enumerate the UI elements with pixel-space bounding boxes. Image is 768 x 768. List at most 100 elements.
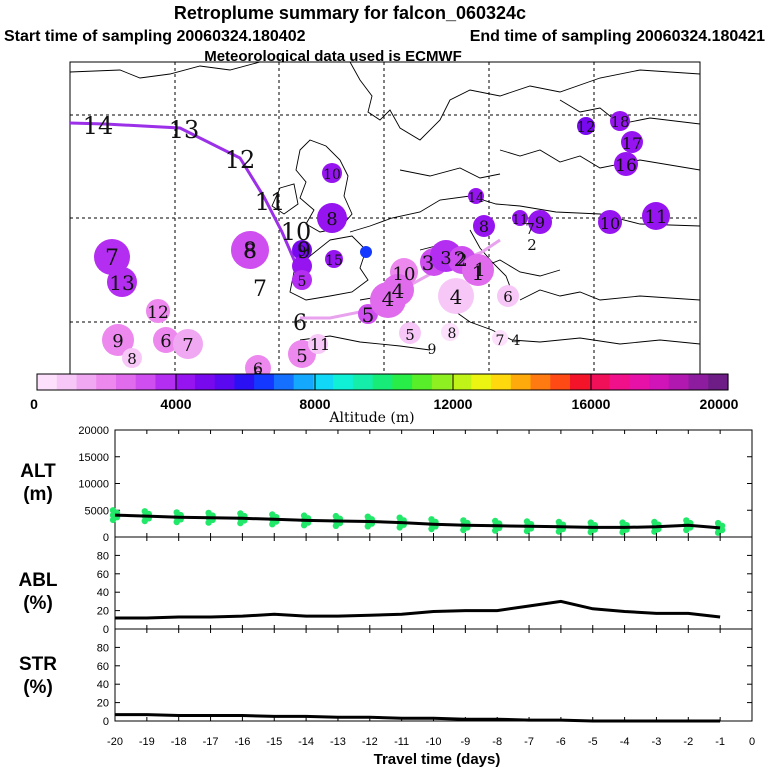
day-label: 5 xyxy=(362,303,375,327)
x-tick-label: -12 xyxy=(362,736,378,748)
abl-panel: ABL (%) 0 20 40 60 80 xyxy=(18,536,753,636)
day-label: 7 xyxy=(253,277,267,302)
day-label: 2 xyxy=(454,247,467,271)
alt-point xyxy=(269,511,276,518)
x-axis-ticks: -20 -19 -18 -17 -16 -15 -14 -13 -12 -11 -10 -9 -8 -7-… xyxy=(107,430,755,748)
x-tick-label: -2 xyxy=(683,736,693,748)
y-tick-label: 20000 xyxy=(78,425,109,437)
altitude-colorbar: 0 4000 8000 12000 16000 20000 Altitude (… xyxy=(30,373,739,426)
alt-point xyxy=(428,516,435,523)
str-line xyxy=(115,713,721,723)
colorbar-cell xyxy=(510,374,532,390)
colorbar-cell xyxy=(194,374,216,390)
colorbar-cell xyxy=(491,374,512,390)
abl-y-ticks: 0 20 40 60 80 xyxy=(97,550,752,636)
day-label: 13 xyxy=(169,116,200,144)
plume-cluster xyxy=(173,329,203,359)
colorbar-cells xyxy=(37,374,729,390)
colorbar-cell xyxy=(37,374,58,390)
cluster-label: 8 xyxy=(479,217,489,236)
alt-point xyxy=(619,519,626,526)
cluster-label: 7 xyxy=(182,335,193,356)
y-tick-label: 0 xyxy=(103,532,109,544)
abl-panel-frame xyxy=(114,536,753,630)
colorbar-title: Altitude (m) xyxy=(328,410,414,426)
cluster-label: 8 xyxy=(244,239,257,263)
cluster-label: 11 xyxy=(645,207,668,228)
plume-cluster xyxy=(360,246,372,258)
alt-point xyxy=(173,509,180,516)
alt-point xyxy=(651,518,658,526)
plume-cluster xyxy=(528,210,552,234)
plume-clusters xyxy=(94,111,670,381)
x-tick-label: -14 xyxy=(298,736,314,748)
plume-cluster xyxy=(292,256,312,276)
day-label: 10 xyxy=(281,218,312,246)
colorbar-cell xyxy=(431,374,453,390)
y-tick-label: 80 xyxy=(97,550,109,562)
cluster-label: 6 xyxy=(253,359,263,378)
y-tick-label: 0 xyxy=(103,716,109,728)
y-tick-label: 40 xyxy=(97,679,109,691)
colorbar-cell xyxy=(589,374,611,390)
plume-cluster xyxy=(122,348,142,368)
cluster-label: 8 xyxy=(127,350,137,368)
cluster-label: 9 xyxy=(535,213,545,232)
day-label: 9 xyxy=(297,239,311,264)
colorbar-tick-label: 12000 xyxy=(434,396,473,412)
cluster-label: 11 xyxy=(310,335,330,354)
x-tick-label: 0 xyxy=(749,736,755,748)
y-tick-label: 60 xyxy=(97,569,109,581)
cluster-label: 18 xyxy=(610,113,629,131)
day-label: 3 xyxy=(422,251,435,275)
str-panel-unit: (%) xyxy=(23,677,53,698)
cluster-label: 10 xyxy=(600,214,620,233)
str-panel: STR (%) 0 20 40 60 80 xyxy=(19,628,753,728)
colorbar-cell xyxy=(668,374,690,390)
plume-cluster xyxy=(614,152,638,176)
y-tick-label: 15000 xyxy=(78,452,109,464)
day-label: 14 xyxy=(83,112,114,140)
y-tick-label: 40 xyxy=(97,587,109,599)
alt-panel-label: ALT xyxy=(20,461,56,482)
colorbar-tick-label: 16000 xyxy=(572,396,611,412)
colorbar-cell xyxy=(96,374,117,390)
x-tick-label: -10 xyxy=(426,736,442,748)
plume-cluster xyxy=(231,231,269,269)
colorbar-cell xyxy=(550,374,571,390)
colorbar-cell xyxy=(629,374,650,390)
x-tick-label: -8 xyxy=(492,736,502,748)
plume-cluster xyxy=(497,285,519,307)
cluster-label: 7 xyxy=(525,220,535,238)
plume-cluster xyxy=(102,324,134,356)
plume-cluster xyxy=(153,327,179,353)
colorbar-cell xyxy=(471,374,492,390)
alt-point xyxy=(683,517,690,524)
colorbar-tick-label: 4000 xyxy=(160,396,191,412)
cluster-label: 14 xyxy=(468,191,485,206)
plume-cluster xyxy=(512,210,528,226)
alt-point xyxy=(300,512,308,519)
cluster-label: 5 xyxy=(405,326,415,344)
plume-cluster xyxy=(577,117,595,135)
x-tick-label: -9 xyxy=(460,736,470,748)
cluster-label: 9 xyxy=(428,342,437,358)
plume-cluster xyxy=(492,330,508,346)
day-label: 1 xyxy=(472,261,485,285)
plume-cluster xyxy=(308,334,328,354)
alt-point xyxy=(237,510,244,517)
cluster-label: 2 xyxy=(527,236,537,254)
alt-panel-unit: (m) xyxy=(23,484,53,505)
str-panel-label: STR xyxy=(19,654,57,675)
plume-cluster xyxy=(317,203,347,233)
alt-median-line xyxy=(114,513,721,530)
x-tick-label: -17 xyxy=(203,736,219,748)
cluster-label: 2 xyxy=(456,250,467,271)
plume-cluster xyxy=(399,322,421,344)
cluster-label: 11 xyxy=(512,213,529,228)
colorbar-cell xyxy=(135,374,157,390)
alt-point xyxy=(460,517,467,524)
plume-cluster xyxy=(610,111,630,131)
cluster-label: 4 xyxy=(450,285,463,309)
x-tick-label: -18 xyxy=(171,736,187,748)
